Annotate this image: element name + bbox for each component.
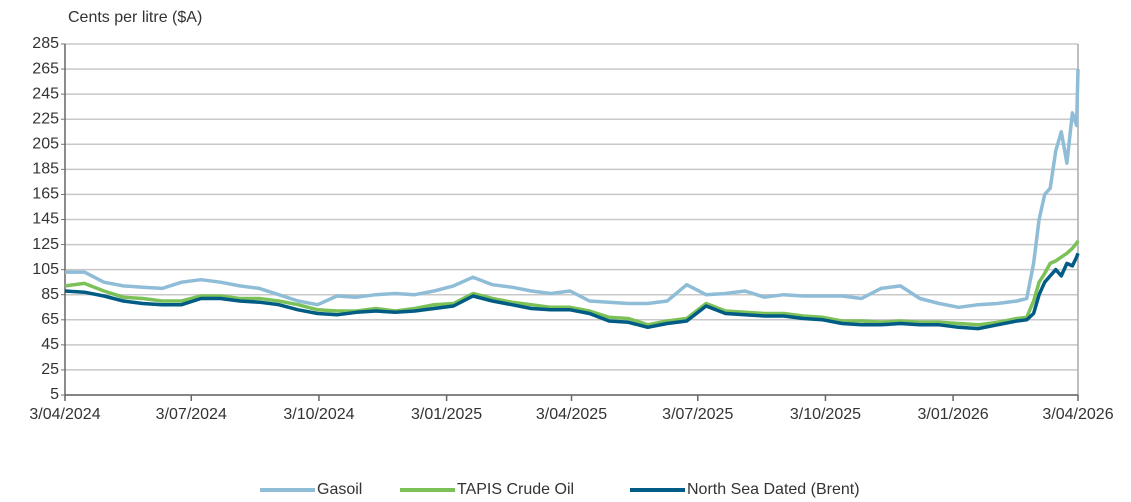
series-line bbox=[64, 239, 1080, 327]
y-tick-label: 245 bbox=[32, 85, 59, 102]
y-tick-label: 105 bbox=[32, 261, 59, 278]
y-tick-label: 185 bbox=[32, 161, 59, 178]
x-tick-label: 3/04/2024 bbox=[29, 406, 100, 423]
y-tick-label: 285 bbox=[32, 35, 59, 52]
x-tick-label: 3/07/2024 bbox=[156, 406, 227, 423]
legend-label: TAPIS Crude Oil bbox=[457, 481, 574, 498]
x-tick-label: 3/10/2024 bbox=[283, 406, 354, 423]
x-tick-label: 3/10/2025 bbox=[790, 406, 861, 423]
y-tick-label: 265 bbox=[32, 60, 59, 77]
y-tick-label: 25 bbox=[41, 361, 59, 378]
x-tick-label: 3/01/2026 bbox=[918, 406, 989, 423]
x-tick-label: 3/04/2026 bbox=[1042, 406, 1113, 423]
y-tick-label: 225 bbox=[32, 110, 59, 127]
y-tick-label: 125 bbox=[32, 236, 59, 253]
y-axis-label: Cents per litre ($A) bbox=[68, 9, 202, 26]
y-tick-label: 5 bbox=[50, 386, 59, 403]
series-line bbox=[65, 69, 1080, 310]
legend-label: North Sea Dated (Brent) bbox=[687, 481, 860, 498]
series-line bbox=[64, 252, 1080, 331]
x-tick-label: 3/04/2025 bbox=[536, 406, 607, 423]
y-tick-label: 205 bbox=[32, 136, 59, 153]
y-tick-label: 165 bbox=[32, 186, 59, 203]
x-tick-label: 3/01/2025 bbox=[411, 406, 482, 423]
y-tick-label: 65 bbox=[41, 311, 59, 328]
y-tick-label: 85 bbox=[41, 286, 59, 303]
legend-label: Gasoil bbox=[317, 481, 362, 498]
x-tick-label: 3/07/2025 bbox=[662, 406, 733, 423]
y-tick-label: 145 bbox=[32, 211, 59, 228]
y-tick-label: 45 bbox=[41, 336, 59, 353]
